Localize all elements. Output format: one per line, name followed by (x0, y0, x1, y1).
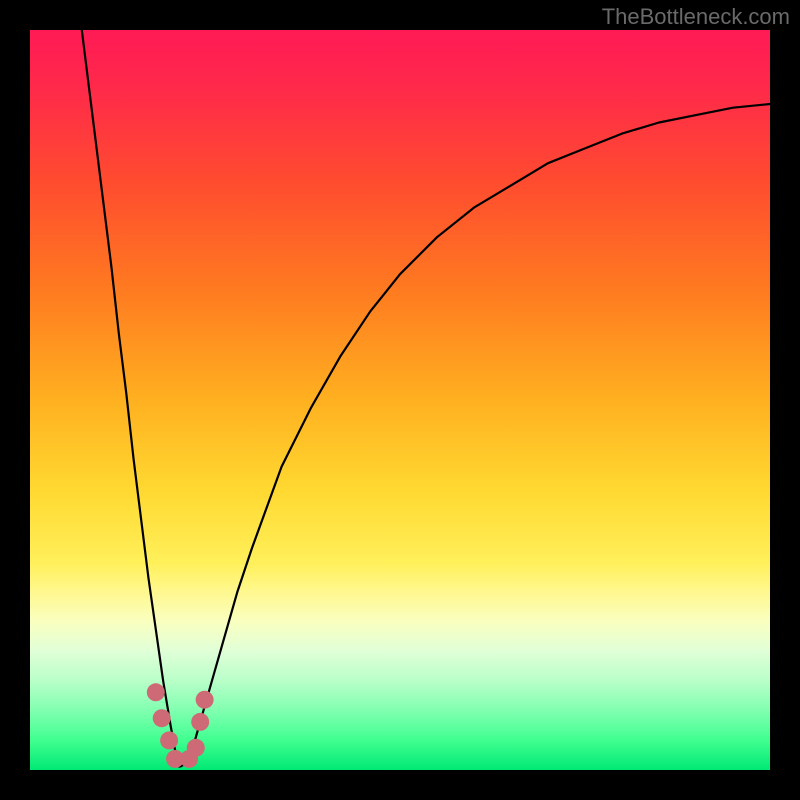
watermark-text: TheBottleneck.com (602, 4, 790, 30)
chart-area (0, 0, 800, 800)
chart-svg (0, 0, 800, 800)
figure-root: TheBottleneck.com (0, 0, 800, 800)
